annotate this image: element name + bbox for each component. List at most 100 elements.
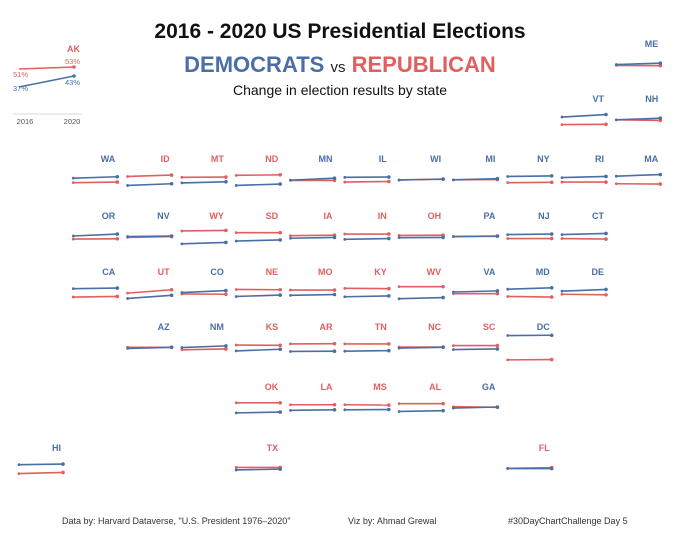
or-dem-point-2016 [71, 234, 75, 238]
dc-rep-point-2016 [506, 358, 510, 362]
state-label-vt: VT [592, 94, 604, 104]
legend-dem-point [72, 74, 76, 78]
nm-dem-line [181, 345, 226, 349]
nh-dem-point-2016 [614, 118, 618, 122]
chart-caption: Change in election results by state [232, 82, 447, 98]
ca-dem-line [73, 287, 118, 290]
id-dem-point-2020 [169, 181, 174, 186]
il-dem-point-2016 [343, 175, 347, 179]
ma-dem-point-2016 [614, 174, 618, 178]
hi-dem-point-2016 [17, 463, 21, 467]
state-label-ga: GA [482, 382, 496, 392]
state-tile-or: OR [71, 211, 120, 241]
ct-dem-point-2016 [560, 233, 564, 236]
wa-dem-point-2020 [115, 174, 120, 179]
legend-rep-point [72, 65, 76, 69]
wy-dem-point-2020 [224, 240, 228, 245]
state-label-ny: NY [537, 154, 550, 164]
state-tile-sd: SD [234, 211, 282, 243]
state-label-ne: NE [266, 267, 279, 277]
ma-rep-point-2016 [614, 182, 618, 186]
or-rep-point-2020 [115, 237, 120, 241]
state-tile-nj: NJ [506, 211, 554, 241]
me-dem-line [616, 62, 661, 66]
nm-dem-point-2020 [224, 344, 228, 348]
pa-dem-point-2020 [495, 234, 500, 238]
in-dem-line [344, 237, 389, 241]
state-tile-nv: NV [126, 211, 174, 239]
va-dem-line [453, 290, 498, 293]
nh-dem-line [616, 117, 661, 121]
sc-dem-line [453, 348, 498, 351]
chart-subtitle: DEMOCRATS vs REPUBLICAN [0, 52, 680, 78]
ri-rep-point-2020 [604, 180, 608, 184]
wv-rep-point-2016 [397, 285, 401, 289]
ny-rep-point-2016 [506, 181, 510, 185]
oh-dem-point-2020 [441, 235, 445, 240]
or-rep-point-2016 [71, 237, 75, 241]
nv-dem-point-2020 [169, 234, 174, 238]
ky-dem-point-2020 [387, 294, 391, 298]
tn-dem-point-2020 [387, 348, 391, 353]
ny-dem-point-2020 [549, 174, 554, 178]
legend-ak: AK 53% 43% 51% 37% 2016 2020 [13, 44, 82, 126]
hi-rep-point-2016 [17, 472, 21, 475]
sd-rep-point-2016 [234, 231, 238, 235]
state-tile-ne: NE [234, 267, 282, 298]
wa-rep-point-2016 [71, 181, 75, 185]
sd-dem-line [236, 239, 281, 242]
sc-rep-point-2016 [452, 344, 455, 347]
ia-dem-point-2020 [332, 235, 337, 240]
dc-rep-point-2020 [549, 357, 554, 362]
ne-dem-point-2020 [278, 293, 282, 297]
wv-dem-line [399, 296, 444, 300]
md-dem-point-2020 [549, 286, 554, 290]
al-dem-line [399, 409, 444, 413]
ar-dem-point-2016 [289, 350, 292, 353]
state-label-nc: NC [428, 322, 441, 332]
legend-dem-2020-label: 43% [65, 78, 80, 87]
co-dem-point-2016 [180, 291, 184, 294]
il-rep-point-2020 [387, 179, 391, 184]
ut-rep-line [127, 288, 172, 294]
ok-rep-point-2016 [234, 401, 238, 405]
mn-dem-point-2016 [289, 178, 292, 182]
state-label-al: AL [429, 382, 441, 392]
ks-dem-point-2020 [278, 347, 282, 352]
ne-rep-point-2020 [278, 287, 282, 292]
nd-rep-point-2016 [234, 173, 238, 177]
state-tile-wv: WV [397, 267, 445, 301]
state-label-ky: KY [374, 267, 387, 277]
footer-author: Viz by: Ahmad Grewal [348, 516, 437, 526]
id-rep-line [127, 174, 172, 178]
ct-rep-point-2020 [604, 237, 608, 241]
fl-dem-point-2020 [549, 466, 554, 471]
state-label-in: IN [378, 211, 387, 221]
in-dem-point-2020 [387, 236, 391, 241]
tx-dem-point-2020 [278, 467, 282, 471]
me-dem-point-2020 [658, 61, 663, 65]
state-label-sd: SD [266, 211, 279, 221]
dc-dem-point-2020 [549, 333, 554, 338]
state-label-tn: TN [375, 322, 387, 332]
state-label-ks: KS [266, 322, 279, 332]
vt-dem-line [561, 113, 607, 118]
tn-dem-line [344, 349, 389, 352]
ky-rep-point-2016 [343, 286, 347, 290]
de-rep-line [561, 293, 607, 296]
nj-dem-point-2020 [549, 232, 554, 236]
id-rep-point-2020 [169, 173, 174, 177]
pa-dem-line [453, 235, 498, 238]
ct-dem-point-2020 [604, 231, 608, 236]
mo-dem-point-2016 [289, 293, 292, 297]
ia-dem-point-2016 [289, 236, 292, 240]
state-tile-la: LA [289, 382, 337, 412]
state-tile-ut: UT [126, 267, 174, 300]
state-tile-md: MD [506, 267, 554, 299]
md-rep-line [507, 295, 552, 298]
de-rep-point-2020 [604, 293, 608, 297]
oh-rep-point-2016 [397, 234, 401, 237]
ut-dem-line [127, 294, 172, 300]
mt-rep-point-2020 [224, 175, 228, 179]
nc-dem-point-2016 [397, 346, 401, 350]
